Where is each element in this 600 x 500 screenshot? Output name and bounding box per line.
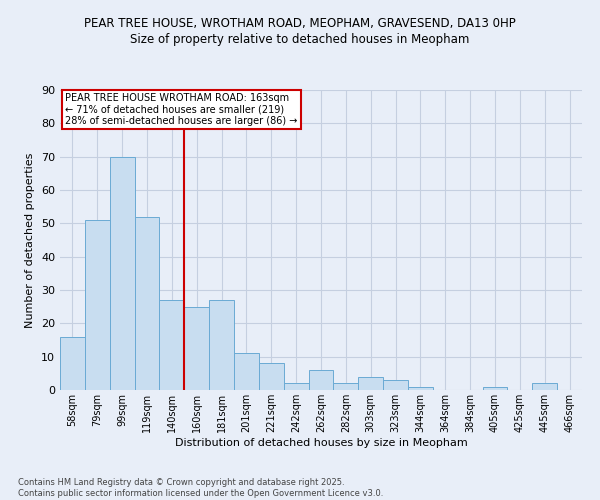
Bar: [308, 370, 334, 390]
Text: PEAR TREE HOUSE WROTHAM ROAD: 163sqm
← 71% of detached houses are smaller (219)
: PEAR TREE HOUSE WROTHAM ROAD: 163sqm ← 7…: [65, 93, 298, 126]
Bar: [358, 376, 383, 390]
Bar: [284, 384, 308, 390]
Bar: [134, 216, 160, 390]
Bar: [408, 386, 433, 390]
Bar: [110, 156, 134, 390]
Bar: [234, 354, 259, 390]
Bar: [532, 384, 557, 390]
Bar: [383, 380, 408, 390]
Bar: [184, 306, 209, 390]
Bar: [259, 364, 284, 390]
X-axis label: Distribution of detached houses by size in Meopham: Distribution of detached houses by size …: [175, 438, 467, 448]
Text: Size of property relative to detached houses in Meopham: Size of property relative to detached ho…: [130, 32, 470, 46]
Bar: [85, 220, 110, 390]
Bar: [482, 386, 508, 390]
Bar: [60, 336, 85, 390]
Bar: [160, 300, 184, 390]
Bar: [209, 300, 234, 390]
Text: PEAR TREE HOUSE, WROTHAM ROAD, MEOPHAM, GRAVESEND, DA13 0HP: PEAR TREE HOUSE, WROTHAM ROAD, MEOPHAM, …: [84, 18, 516, 30]
Text: Contains HM Land Registry data © Crown copyright and database right 2025.
Contai: Contains HM Land Registry data © Crown c…: [18, 478, 383, 498]
Bar: [334, 384, 358, 390]
Y-axis label: Number of detached properties: Number of detached properties: [25, 152, 35, 328]
